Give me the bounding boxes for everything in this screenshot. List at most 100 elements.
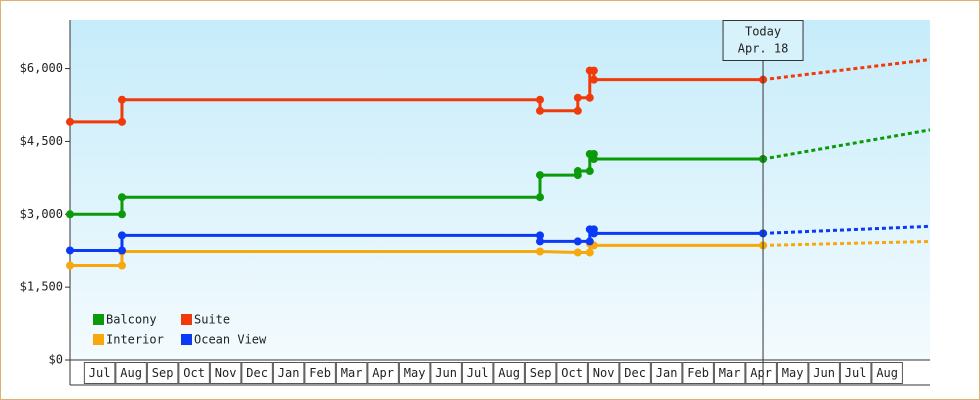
legend-label: Suite (194, 313, 230, 327)
month-box (178, 362, 210, 384)
month-box (713, 362, 746, 384)
point (536, 171, 545, 180)
x-tick-label: Jan (656, 366, 678, 380)
month-box (367, 362, 399, 384)
x-tick-label: Nov (593, 366, 615, 380)
month-box (776, 362, 809, 384)
x-tick-label: Mar (719, 366, 741, 380)
point (117, 95, 126, 104)
point (589, 66, 598, 75)
x-tick-label: Apr (750, 366, 772, 380)
today-label: Apr. 18 (738, 42, 789, 56)
point (573, 248, 582, 257)
x-tick-label: Jul (845, 366, 867, 380)
x-tick-label: Jul (467, 366, 489, 380)
today-box (722, 20, 804, 61)
x-tick-label: Dec (246, 366, 268, 380)
point (573, 93, 582, 102)
x-tick-label: Aug (498, 366, 520, 380)
month-box (871, 362, 903, 384)
month-box (587, 362, 620, 384)
point (66, 261, 74, 270)
x-tick-label: May (782, 366, 804, 380)
month-box (304, 362, 336, 384)
legend-label: Balcony (106, 313, 157, 327)
x-tick-label: Apr (372, 366, 394, 380)
point (589, 75, 598, 84)
x-tick-label: May (404, 366, 426, 380)
x-tick-label: Dec (624, 366, 646, 380)
point (117, 246, 126, 255)
legend-swatch (181, 334, 192, 345)
month-box (461, 362, 494, 384)
month-box (556, 362, 588, 384)
month-box (430, 362, 462, 384)
y-tick-label: $3,000 (20, 207, 63, 221)
month-box (272, 362, 305, 384)
point (536, 237, 545, 246)
today-label: Today (745, 25, 781, 39)
month-box (398, 362, 431, 384)
point (573, 106, 582, 115)
month-box (209, 362, 242, 384)
month-box (650, 362, 683, 384)
point (536, 95, 545, 104)
month-box (808, 362, 840, 384)
point (536, 193, 545, 202)
x-tick-label: Sep (530, 366, 552, 380)
x-tick-label: Mar (341, 366, 363, 380)
x-tick-label: Jan (278, 366, 300, 380)
point (585, 167, 594, 176)
point (66, 210, 74, 219)
forecast-line (762, 128, 931, 161)
point (66, 246, 74, 255)
month-box (682, 362, 714, 384)
x-tick-label: Sep (152, 366, 174, 380)
point (589, 155, 598, 164)
legend-label: Ocean View (194, 333, 267, 347)
legend-swatch (93, 314, 104, 325)
month-box (83, 362, 116, 384)
y-tick-label: $1,500 (20, 280, 63, 294)
x-tick-label: Aug (120, 366, 142, 380)
point (589, 229, 598, 238)
y-tick-label: $4,500 (20, 134, 63, 148)
month-box (146, 362, 179, 384)
point (573, 237, 582, 246)
point (585, 248, 594, 257)
month-box (335, 362, 368, 384)
point (536, 106, 545, 115)
forecast-line (762, 58, 931, 82)
point (573, 167, 582, 176)
point (117, 117, 126, 126)
month-box (493, 362, 525, 384)
x-tick-label: Jun (435, 366, 457, 380)
point (117, 193, 126, 202)
x-tick-label: Jun (813, 366, 835, 380)
month-box (839, 362, 872, 384)
point (117, 231, 126, 240)
point (585, 237, 594, 246)
month-box (619, 362, 651, 384)
legend-swatch (93, 334, 104, 345)
point (117, 210, 126, 219)
x-tick-label: Nov (215, 366, 237, 380)
point (117, 261, 126, 270)
y-tick-label: $6,000 (20, 61, 63, 75)
x-tick-label: Jul (89, 366, 111, 380)
month-box (241, 362, 273, 384)
x-tick-label: Feb (309, 366, 331, 380)
y-tick-label: $0 (49, 353, 63, 367)
point (536, 247, 545, 256)
x-tick-label: Aug (876, 366, 898, 380)
point (585, 93, 594, 102)
month-box (115, 362, 147, 384)
x-tick-label: Oct (561, 366, 583, 380)
plot-area (70, 20, 930, 360)
legend-swatch (181, 314, 192, 325)
month-box (524, 362, 557, 384)
point (536, 231, 545, 240)
legend-label: Interior (106, 333, 164, 347)
x-tick-label: Oct (183, 366, 205, 380)
